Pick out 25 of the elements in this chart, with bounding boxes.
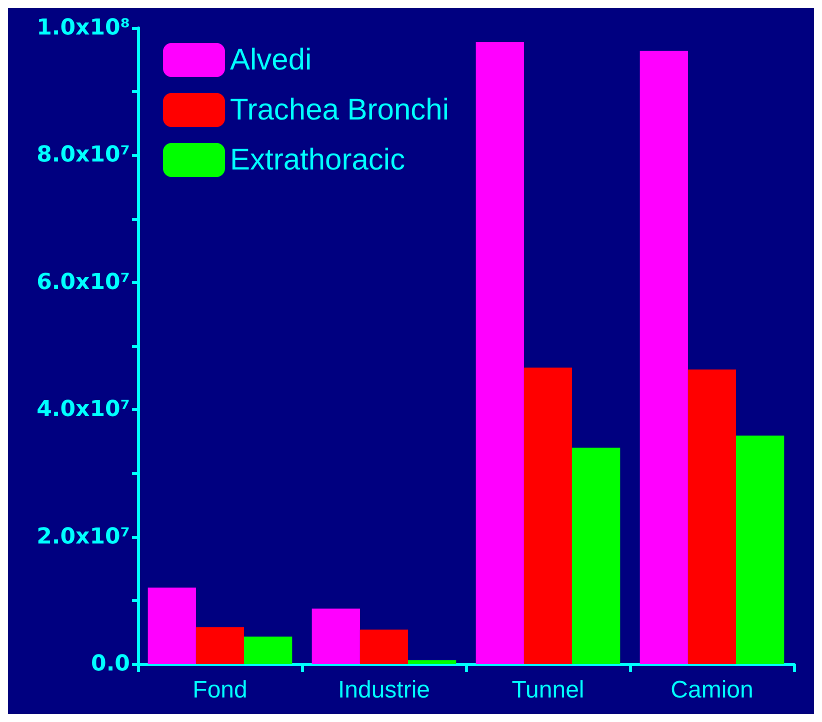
y-tick-label: 1.0x10⁸ (36, 16, 130, 40)
bar (244, 636, 292, 664)
bar (736, 436, 784, 664)
legend-label: Trachea Bronchi (230, 94, 449, 126)
y-tick-label: 0.0 (91, 652, 130, 676)
x-tick-label: Industrie (338, 676, 430, 704)
y-tick-label: 2.0x10⁷ (36, 524, 130, 550)
bar (572, 448, 620, 664)
bar (196, 627, 244, 664)
y-tick-label: 4.0x10⁷ (36, 397, 130, 422)
bar (688, 370, 736, 664)
bar (312, 608, 360, 664)
bar (408, 660, 456, 664)
x-tick-label: Fond (192, 676, 248, 704)
bar (640, 50, 688, 664)
x-tick-label: Camion (670, 676, 754, 704)
legend-label: Extrathoracic (230, 144, 406, 176)
legend-label: Alvedi (230, 44, 312, 76)
bar (476, 42, 524, 664)
y-tick-label: 6.0x10⁷ (36, 270, 130, 295)
bar (360, 630, 408, 664)
bar (524, 368, 572, 664)
y-tick-label: 8.0x10⁷ (36, 142, 130, 168)
x-tick-label: Tunnel (512, 676, 584, 704)
bar (148, 588, 196, 664)
